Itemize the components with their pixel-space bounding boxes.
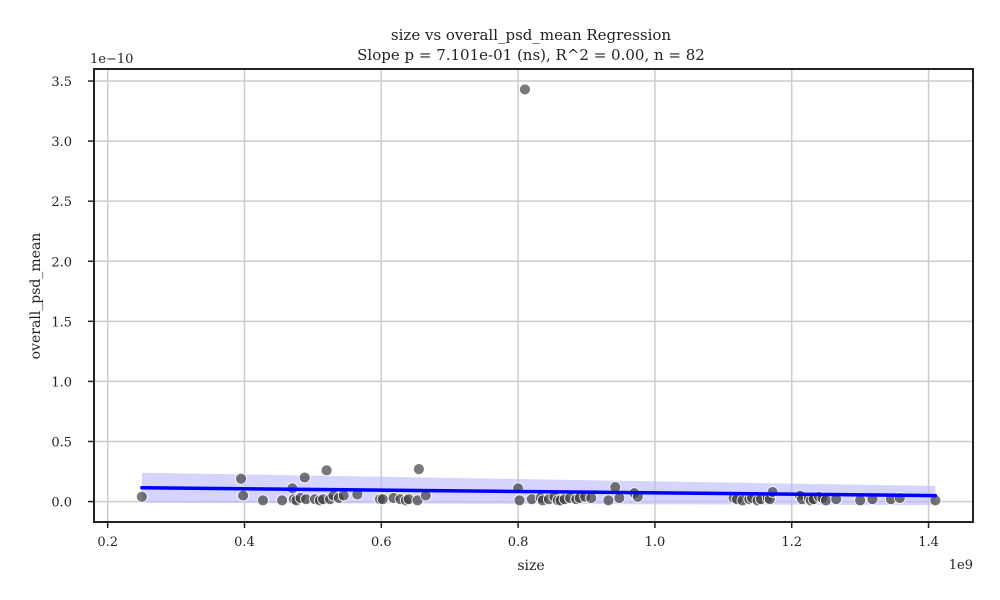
y-axis-multiplier: 1e−10 xyxy=(90,52,133,67)
y-tick-label: 1.0 xyxy=(51,375,72,390)
axis-ticks: 0.2 0.4 0.6 0.8 1.0 1.2 1.4 0.0 0.5 1.0 1.5 2.0 2.5 3… xyxy=(51,75,939,550)
x-tick-label: 0.6 xyxy=(371,535,392,550)
data-point xyxy=(337,489,350,502)
data-point xyxy=(413,463,425,476)
chart-title: size vs overall_psd_mean Regression xyxy=(391,26,671,44)
x-tick-label: 1.2 xyxy=(781,535,802,550)
regression-line xyxy=(140,486,938,498)
x-tick-label: 1.0 xyxy=(645,535,666,550)
data-point xyxy=(820,494,832,507)
y-tick-label: 3.0 xyxy=(51,135,72,150)
data-point xyxy=(257,494,269,507)
x-tick-label: 0.2 xyxy=(97,535,118,550)
x-axis-multiplier: 1e9 xyxy=(949,558,973,573)
data-point xyxy=(376,493,389,506)
chart-subtitle: Slope p = 7.101e-01 (ns), R^2 = 0.00, n … xyxy=(357,46,705,64)
data-point xyxy=(320,464,333,477)
y-tick-label: 2.5 xyxy=(51,195,72,210)
y-axis-label: overall_psd_mean xyxy=(28,233,44,360)
data-point xyxy=(298,471,311,484)
data-point xyxy=(602,494,615,507)
x-axis-label: size xyxy=(517,558,544,574)
y-tick-label: 3.5 xyxy=(51,75,72,90)
data-point xyxy=(585,492,598,504)
data-point xyxy=(235,472,247,485)
y-tick-label: 2.0 xyxy=(51,255,72,270)
data-points xyxy=(135,83,942,507)
grid-lines xyxy=(94,69,973,522)
data-point xyxy=(237,489,250,502)
data-point xyxy=(513,494,526,507)
regression-line-group xyxy=(140,486,938,498)
data-point xyxy=(766,486,779,498)
x-tick-label: 1.4 xyxy=(918,535,939,550)
y-tick-label: 0.0 xyxy=(51,496,72,511)
data-point xyxy=(135,490,148,503)
plot-frame xyxy=(93,68,974,523)
data-point xyxy=(276,494,289,507)
y-tick-label: 0.5 xyxy=(51,435,72,450)
x-tick-label: 0.4 xyxy=(234,535,255,550)
x-tick-label: 0.8 xyxy=(508,535,529,550)
data-point xyxy=(519,83,531,96)
y-tick-label: 1.5 xyxy=(51,315,72,330)
